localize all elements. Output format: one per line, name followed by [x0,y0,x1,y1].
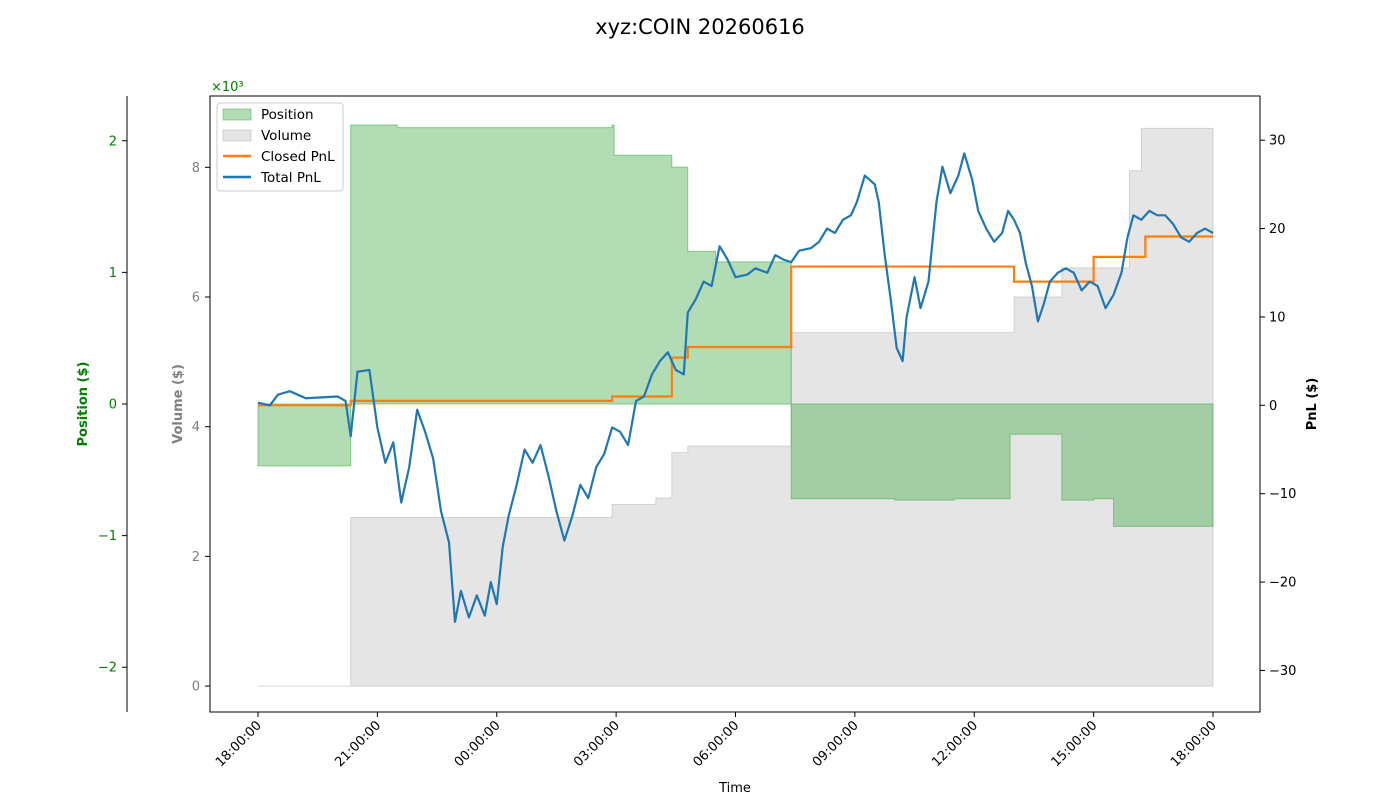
pnl-tick-label: 0 [1269,399,1277,414]
x-axis-title: Time [718,781,751,796]
legend: Position Volume Closed PnL Total PnL [216,102,344,192]
closed-pnl-line [258,235,1213,407]
legend-label-closed-pnl: Closed PnL [261,149,335,165]
position-tick-label: 1 [109,266,117,281]
volume-tick-label: 6 [192,291,200,306]
total-pnl-layer [257,152,1214,623]
position-axis-multiplier: ×10³ [211,80,244,95]
pnl-tick-label: 20 [1269,222,1286,237]
volume-axis-title: Volume ($) [171,364,186,444]
pnl-tick-label: 10 [1269,310,1286,325]
position-tick-label: −2 [98,661,117,676]
time-tick-label: 00:00:00 [452,718,504,770]
pnl-axis: −30 −20 −10 0 10 20 30 [1260,134,1296,679]
volume-tick-label: 0 [192,680,200,695]
pnl-axis-title: PnL ($) [1305,378,1320,431]
position-tick-label: 2 [109,134,117,149]
pnl-tick-label: −30 [1269,664,1296,679]
legend-label-volume: Volume [261,128,311,144]
legend-label-total-pnl: Total PnL [260,170,321,186]
volume-axis: 0 2 4 6 8 [192,161,210,695]
volume-tick-label: 8 [192,161,200,176]
chart-title: xyz:COIN 20260616 [595,15,805,39]
total-pnl-line [257,152,1214,623]
time-tick-label: 18:00:00 [213,718,265,770]
legend-swatch-volume [222,129,252,142]
time-tick-label: 15:00:00 [1049,718,1101,770]
time-tick-label: 09:00:00 [810,718,862,770]
time-tick-label: 06:00:00 [690,718,742,770]
position-tick-label: 0 [109,398,117,413]
pnl-tick-label: −10 [1269,487,1296,502]
time-tick-label: 12:00:00 [929,718,981,770]
pnl-tick-label: 30 [1269,134,1286,149]
legend-swatch-position [222,108,252,121]
position-tick-label: −1 [98,529,117,544]
time-tick-label: 21:00:00 [332,718,384,770]
pnl-tick-label: −20 [1269,576,1296,591]
position-axis: −2 −1 0 1 2 [98,96,128,712]
volume-tick-label: 4 [192,420,200,435]
position-axis-title: Position ($) [76,362,91,447]
closed-pnl-layer [258,235,1213,407]
time-axis: 18:00:00 21:00:00 00:00:00 03:00:00 06:00:00… [213,712,1220,770]
legend-label-position: Position [261,107,314,123]
volume-tick-label: 2 [192,550,200,565]
time-tick-label: 03:00:00 [571,718,623,770]
legend-box [216,102,344,192]
time-tick-label: 18:00:00 [1168,718,1220,770]
